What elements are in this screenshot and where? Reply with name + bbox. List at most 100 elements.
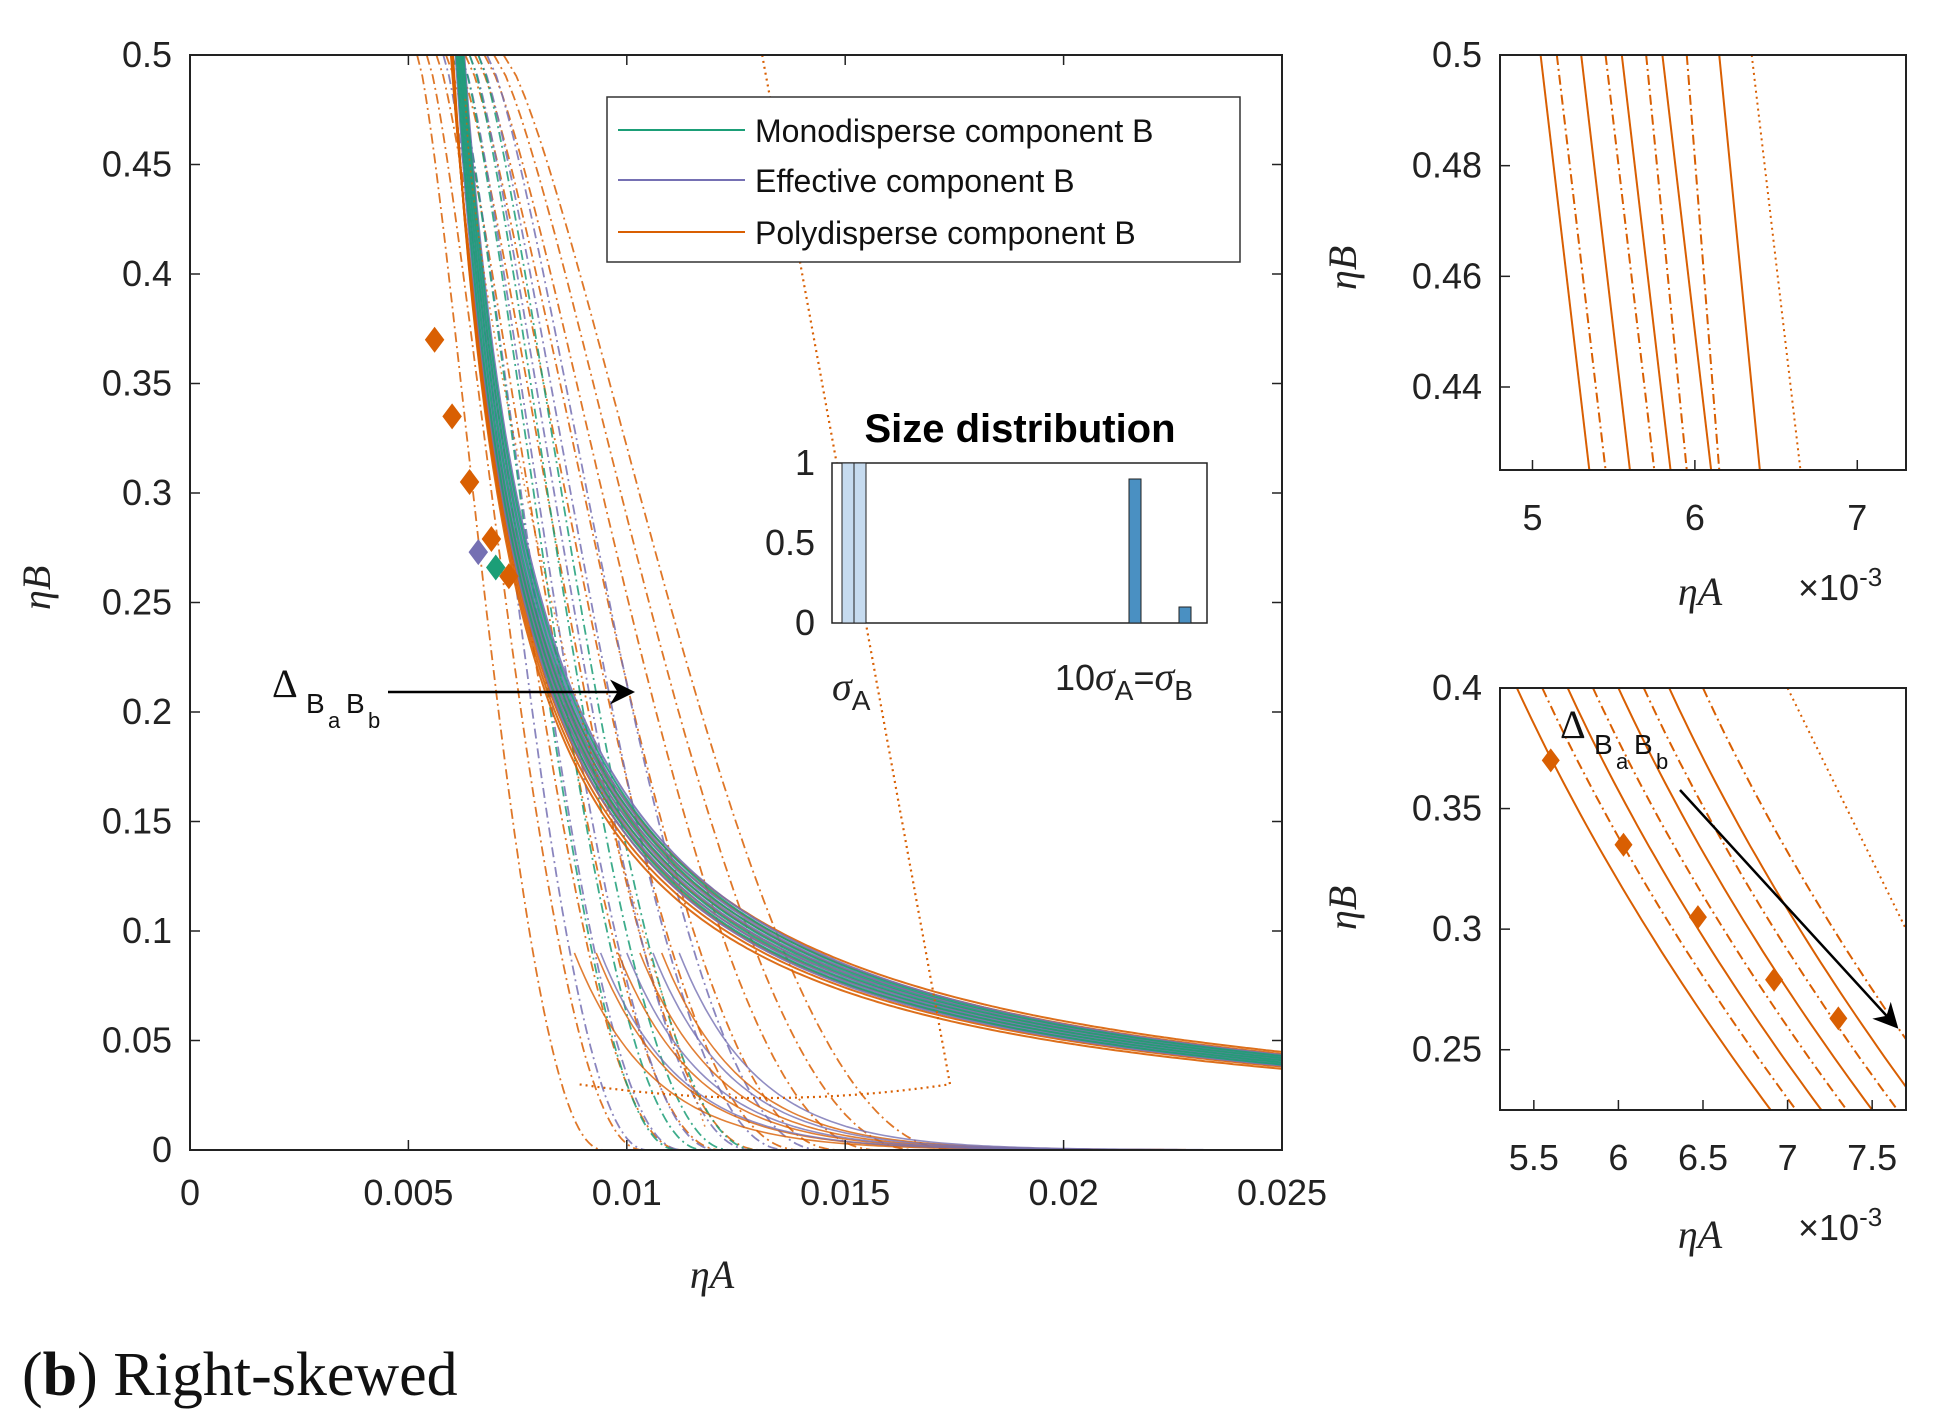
zoom-top-curve (1645, 55, 1688, 470)
zoom-delta-sub-2: B (1634, 729, 1653, 760)
main-ytick-label: 0.05 (102, 1020, 172, 1061)
zoom-bottom-scale: ×10-3 (1798, 1202, 1882, 1248)
zoom-top-curve (1718, 55, 1761, 470)
main-xtick-label: 0.015 (800, 1172, 890, 1213)
zoom-top-plot: 5 6 7 0.44 0.46 0.48 0.5 ηB ηA ×10-3 (1320, 34, 1907, 614)
zoom-top-axes-box (1499, 54, 1907, 471)
mono-dashdot-curve (468, 55, 732, 1150)
main-ytick-label: 0 (152, 1129, 172, 1170)
effective-dashdot-curve (442, 55, 649, 1150)
zoom-bottom-xtick-label: 6.5 (1678, 1137, 1728, 1178)
zoom-delta-subsub-1: a (1616, 749, 1629, 774)
main-ytick-label: 0.3 (122, 472, 172, 513)
effective-dashdot-curve (486, 55, 824, 1150)
zoom-bottom-dotted-curve (1786, 688, 1906, 930)
size-distribution-inset: Size distribution 00.51 σA 10σA=σB (765, 407, 1208, 716)
zoom-bottom-marker (1765, 967, 1784, 992)
mono-solid-curve (462, 55, 1282, 1057)
mono-solid-curve (455, 55, 1282, 1066)
zoom-top-xtick-label: 6 (1685, 497, 1705, 538)
effective-dashdot-curve (468, 55, 754, 1150)
main-marker-point (442, 403, 462, 430)
mono-dashdot-curve (459, 55, 706, 1150)
inset-bar (853, 462, 867, 624)
delta-annotation: Δ B a B b (272, 661, 635, 733)
zoom-bottom-ytick-label: 0.4 (1432, 667, 1482, 708)
main-xtick-label: 0.01 (592, 1172, 662, 1213)
mono-dashdot-curve (451, 55, 680, 1150)
zoom-bottom-xtick-label: 7.5 (1847, 1137, 1897, 1178)
zoom-top-curve (1580, 55, 1631, 470)
main-xtick-label: 0 (180, 1172, 200, 1213)
zoom-bottom-ticks: 5.5 6 6.5 7 7.5 0.25 0.3 0.35 0.4 (1412, 667, 1897, 1178)
zoom-top-ytick-label: 0.5 (1432, 34, 1482, 75)
delta-subsub-2: b (368, 708, 380, 733)
mono-dashdot-curve (477, 55, 758, 1150)
effective-solid-curve (463, 55, 1282, 1056)
zoom-bottom-curve (1642, 688, 1899, 1110)
poly-solid-curve (452, 55, 1282, 1070)
zoom-bottom-axes-box (1499, 687, 1907, 1111)
poly-solid-curve (451, 55, 1282, 1068)
legend-label-mono: Monodisperse component B (755, 113, 1153, 149)
main-xtick-label: 0.005 (363, 1172, 453, 1213)
zoom-bottom-xlabel: ηA (1678, 1212, 1723, 1257)
main-ytick-label: 0.35 (102, 363, 172, 404)
main-ylabel: ηB (14, 566, 59, 610)
delta-sub-2: B (346, 688, 365, 719)
legend-label-effective: Effective component B (755, 163, 1075, 199)
zoom-bottom-ylabel: ηB (1320, 886, 1365, 930)
poly-dashdot-curve (445, 55, 723, 1150)
zoom-top-curve (1620, 55, 1672, 470)
zoom-bottom-curve (1617, 688, 1874, 1110)
inset-axes-box (831, 462, 1208, 624)
zoom-bottom-xtick-label: 7 (1778, 1137, 1798, 1178)
main-xlabel: ηA (690, 1252, 735, 1297)
zoom-top-ylabel: ηB (1320, 246, 1365, 290)
zoom-bottom-curves (1515, 688, 1906, 1110)
zoom-bottom-curve (1541, 688, 1797, 1110)
main-marker-point (499, 563, 519, 590)
effective-solid-curve (454, 55, 1282, 1067)
zoom-delta-arrow (1679, 789, 1899, 1029)
main-marker-point (486, 554, 506, 581)
zoom-top-curve (1555, 55, 1607, 470)
legend-label-poly: Polydisperse component B (755, 215, 1136, 251)
main-marker-point (481, 525, 502, 552)
zoom-bottom-xtick-label: 5.5 (1509, 1137, 1559, 1178)
poly-dashdot-curve (425, 55, 645, 1150)
inset-bars (841, 462, 1192, 624)
main-ytick-label: 0.5 (122, 34, 172, 75)
effective-solid-curve (459, 55, 1282, 1061)
zoom-bottom-curve (1668, 688, 1906, 1089)
zoom-top-ytick-label: 0.48 (1412, 145, 1482, 186)
mono-solid-curve (459, 55, 1282, 1062)
zoom-bottom-plot: 5.5 6 6.5 7 7.5 0.25 0.3 0.35 0.4 ηB ηA ×10-3 Δ … (1320, 667, 1907, 1257)
inset-title: Size distribution (864, 407, 1175, 451)
inset-xtick-sigmaB: 10σA=σB (1055, 654, 1193, 706)
main-plot: 0 0.005 0.01 0.015 0.02 0.025 0 0.05 0.1 0.15 0.2 0… (14, 34, 1327, 1297)
zoom-bottom-markers (1541, 748, 1848, 1031)
delta-symbol: Δ (272, 661, 298, 706)
main-xtick-label: 0.02 (1029, 1172, 1099, 1213)
zoom-top-ytick-label: 0.46 (1412, 255, 1482, 296)
zoom-bottom-curve (1702, 688, 1906, 1042)
inset-ytick-label: 0 (795, 602, 815, 643)
zoom-delta-symbol: Δ (1560, 702, 1586, 747)
inset-ytick-label: 0.5 (765, 522, 815, 563)
zoom-bottom-ytick-label: 0.35 (1412, 788, 1482, 829)
zoom-bottom-curve (1566, 688, 1823, 1110)
main-ytick-label: 0.2 (122, 691, 172, 732)
delta-subsub-1: a (328, 708, 341, 733)
effective-dashdot-curve (477, 55, 789, 1150)
zoom-bottom-xtick-label: 6 (1608, 1137, 1628, 1178)
zoom-bottom-marker (1688, 905, 1707, 930)
inset-bar (1128, 478, 1142, 624)
zoom-delta-sub-1: B (1594, 729, 1613, 760)
effective-dashdot-curve (451, 55, 684, 1150)
zoom-bottom-marker (1541, 748, 1560, 773)
zoom-bottom-ytick-label: 0.25 (1412, 1029, 1482, 1070)
zoom-top-curve (1661, 55, 1713, 470)
